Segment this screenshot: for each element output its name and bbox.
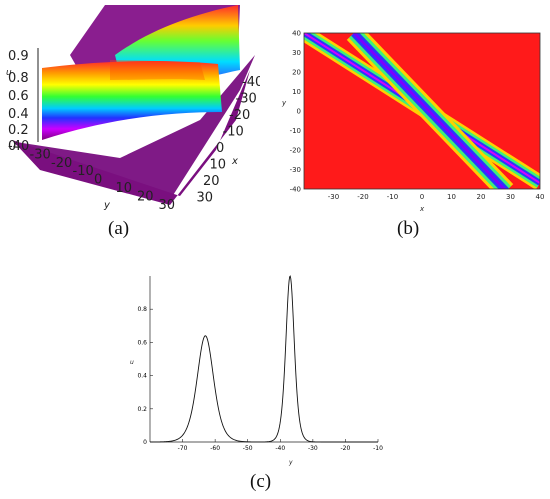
line-plot-y-tick-label: 0.2 bbox=[137, 406, 147, 413]
y-tick-label: -10 bbox=[73, 164, 94, 179]
heatmap-x-tick-label: 40 bbox=[536, 193, 545, 201]
line-plot-y-tick-label: 0.6 bbox=[137, 339, 147, 346]
heatmap-y-tick-label: 0 bbox=[297, 108, 301, 116]
x-tick-label: -20 bbox=[229, 108, 250, 123]
line-plot-y-tick-label: 0.8 bbox=[137, 306, 147, 313]
surface-ridge-front bbox=[42, 61, 222, 140]
caption-a: (a) bbox=[108, 218, 130, 239]
x-tick-label: -40 bbox=[242, 75, 260, 90]
z-axis-label: u bbox=[6, 68, 12, 78]
x-tick-label: 20 bbox=[203, 174, 220, 189]
panel-a-surface-plot: u 0.9 0.8 0.6 0.4 0.2 0 -40 -30 -20 -10 0 10 20 30 x… bbox=[0, 0, 264, 213]
panel-b-heatmap: 40 30 20 10 0 -10 -20 -30 -40 -30 -20 -10 0 10 20 30 40… bbox=[278, 25, 550, 215]
heatmap-y-tick-label: 10 bbox=[292, 88, 301, 96]
y-tick-label: 30 bbox=[159, 198, 176, 210]
z-tick-label: 0.6 bbox=[8, 89, 29, 104]
y-tick-label: -40 bbox=[8, 139, 29, 154]
line-plot-x-tick-label: -50 bbox=[243, 445, 253, 452]
caption-c: (c) bbox=[250, 471, 272, 492]
line-plot-x-label: y bbox=[288, 459, 293, 466]
heatmap-y-tick-label: -40 bbox=[290, 186, 301, 194]
surface-floor-front bbox=[12, 70, 250, 205]
heatmap-x-tick-label: 20 bbox=[477, 193, 486, 201]
heatmap-y-tick-label: -10 bbox=[290, 127, 301, 135]
line-plot-y-tick-label: 0.4 bbox=[137, 373, 147, 380]
panel-c-line-plot: 0 0.2 0.4 0.6 0.8 -70 -60 -50 -40 -30 -20 -10 u y bbox=[128, 268, 388, 468]
heatmap-x-tick-label: -10 bbox=[387, 193, 398, 201]
heatmap-x-tick-label: 30 bbox=[506, 193, 515, 201]
x-tick-label: 0 bbox=[216, 141, 224, 156]
z-tick-label: 0.9 bbox=[8, 49, 29, 64]
y-tick-label: 20 bbox=[137, 189, 154, 204]
heatmap-y-tick-label: -30 bbox=[290, 166, 301, 174]
soliton-band-2-center bbox=[352, 33, 507, 189]
line-plot-y-label: u bbox=[130, 359, 134, 366]
y-tick-label: -20 bbox=[51, 156, 72, 171]
heatmap-y-tick-label: -20 bbox=[290, 147, 301, 155]
line-plot-x-tick-label: -40 bbox=[275, 445, 285, 452]
heatmap-y-tick-label: 20 bbox=[292, 69, 301, 77]
x-tick-label: -30 bbox=[236, 92, 257, 107]
y-tick-label: -30 bbox=[30, 147, 51, 162]
heatmap-x-tick-label: -20 bbox=[357, 193, 368, 201]
heatmap-y-label: y bbox=[281, 99, 287, 107]
x-tick-label: -10 bbox=[223, 125, 244, 140]
caption-b: (b) bbox=[397, 218, 420, 239]
heatmap-x-tick-label: -30 bbox=[328, 193, 339, 201]
y-axis-label: y bbox=[103, 200, 111, 210]
z-tick-group: 0.9 0.8 0.6 0.40.20 bbox=[8, 49, 29, 154]
y-tick-label: 0 bbox=[94, 173, 102, 188]
x-axis-label: x bbox=[231, 156, 238, 167]
z-tick-label: 0 bbox=[8, 139, 16, 154]
heatmap-frame bbox=[303, 32, 541, 190]
z-tick-label: 0.8 bbox=[8, 71, 29, 86]
heatmap-x-label: x bbox=[419, 205, 425, 213]
line-plot-x-tick-label: -10 bbox=[373, 445, 383, 452]
x-tick-label: 30 bbox=[197, 191, 214, 206]
line-plot-y-tick-label: 0 bbox=[143, 439, 147, 446]
z-tick-label: 0.2 bbox=[8, 123, 29, 138]
line-plot-x-tick-label: -30 bbox=[308, 445, 318, 452]
heatmap-x-tick-label: 0 bbox=[420, 193, 424, 201]
heatmap-y-tick-label: 30 bbox=[292, 49, 301, 57]
x-tick-label: 10 bbox=[210, 158, 227, 173]
surface-ridge-shade bbox=[110, 60, 205, 80]
heatmap-x-ticks: -30 -20 -10 0 10 20 30 40 bbox=[328, 193, 545, 201]
z-tick-label: 0.4 bbox=[8, 107, 29, 122]
line-plot-axes: 0 0.2 0.4 0.6 0.8 -70 -60 -50 -40 -30 -20 -10 bbox=[137, 276, 383, 452]
heatmap-y-tick-label: 40 bbox=[292, 30, 301, 38]
line-plot-x-tick-label: -20 bbox=[341, 445, 351, 452]
line-plot-curve bbox=[150, 275, 378, 443]
y-tick-label: 10 bbox=[116, 181, 133, 196]
heatmap-y-ticks: 40 30 20 10 0 -10 -20 -30 -40 bbox=[290, 30, 301, 194]
heatmap-x-tick-label: 10 bbox=[447, 193, 456, 201]
line-plot-svg: 0 0.2 0.4 0.6 0.8 -70 -60 -50 -40 -30 -20 -10 u y bbox=[130, 275, 383, 466]
line-plot-x-tick-label: -70 bbox=[178, 445, 188, 452]
heatmap-bands bbox=[304, 33, 540, 189]
line-plot-x-tick-label: -60 bbox=[210, 445, 220, 452]
